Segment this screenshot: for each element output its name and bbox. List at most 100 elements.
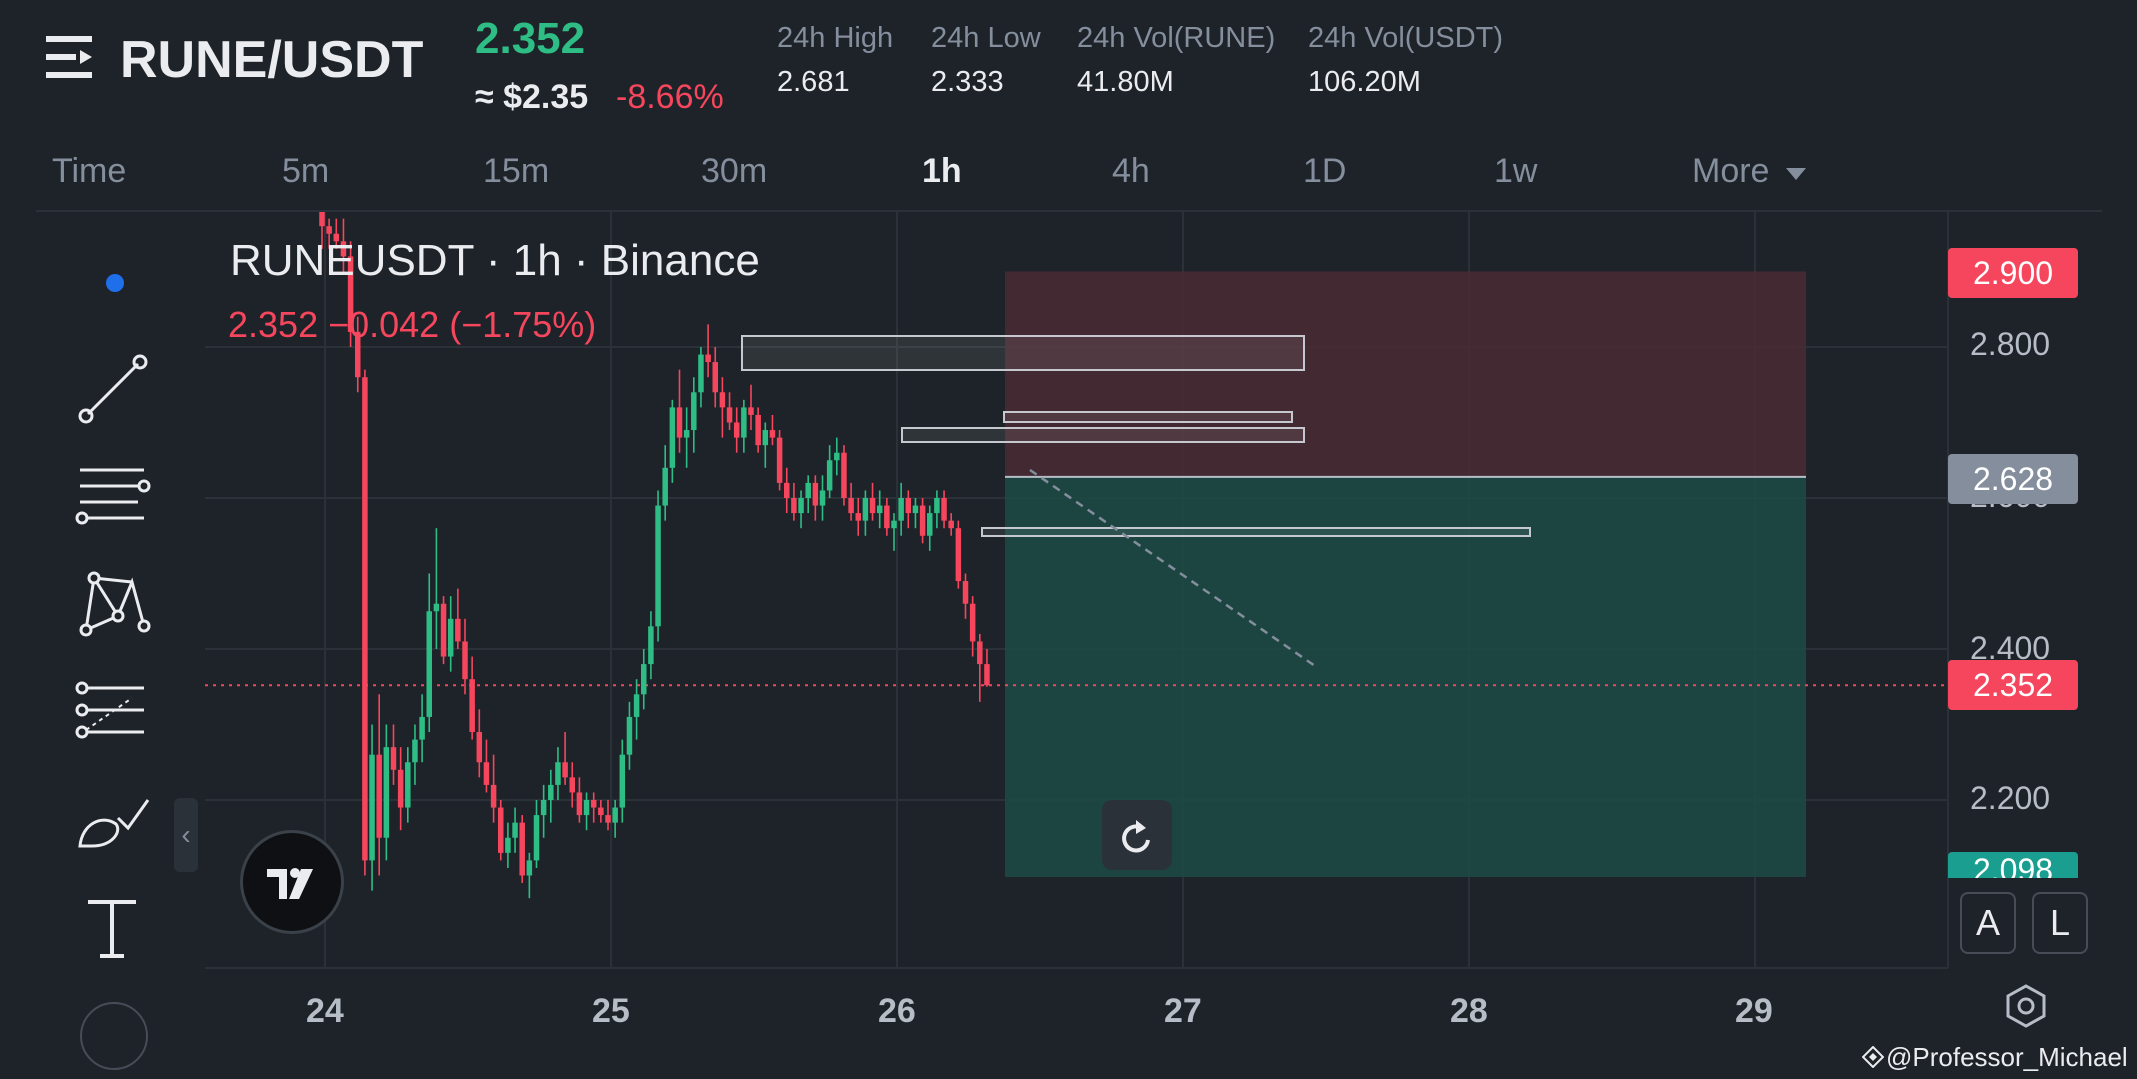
candle-body [748, 407, 754, 415]
candle-body [476, 732, 483, 763]
candle-body [984, 664, 990, 686]
candle-body [669, 407, 676, 468]
candle-body [683, 430, 690, 438]
interval-5m[interactable]: 5m [282, 152, 330, 190]
zone-rectangle [981, 527, 1531, 537]
date-axis-label: 27 [1164, 992, 1202, 1030]
pattern-icon[interactable] [72, 564, 152, 644]
candle-body [355, 331, 361, 378]
settings-icon[interactable] [2002, 982, 2050, 1030]
chevron-down-icon[interactable] [1786, 168, 1806, 180]
candle-body [662, 467, 668, 506]
candle-body [676, 407, 683, 438]
stat-label-24h-vol-rune: 24h Vol(RUNE) [1077, 22, 1276, 54]
zone-rectangle [901, 427, 1305, 443]
trading-pair-title[interactable]: RUNE/USDT [120, 31, 424, 89]
stat-value-24h-vol-usdt: 106.20M [1308, 66, 1421, 98]
candle-body [405, 762, 411, 808]
candle-body [655, 505, 661, 627]
candle-body [741, 407, 747, 438]
date-axis-label: 24 [306, 992, 344, 1030]
candle-body [347, 256, 354, 332]
brush-icon[interactable] [72, 784, 152, 864]
interval-more[interactable]: More [1692, 152, 1770, 190]
stop-loss-zone [1005, 271, 1806, 477]
candle-body [455, 618, 461, 642]
auto-scale-toggle[interactable]: A [1960, 892, 2016, 954]
candle-body [419, 716, 425, 740]
price-axis-label: 2.800 [1970, 326, 2051, 362]
candle-body [498, 807, 504, 853]
collapse-toolbar-button[interactable]: ‹ [174, 798, 198, 872]
interval-30m[interactable]: 30m [701, 152, 768, 190]
candle-body [326, 226, 332, 234]
chart-legend-values: 2.352 −0.042 (−1.75%) [228, 304, 597, 345]
candle-body [540, 800, 547, 816]
candle-body [519, 822, 525, 876]
stat-label-24h-low: 24h Low [931, 22, 1041, 54]
stat-value-24h-high: 2.681 [777, 66, 850, 98]
interval-4h[interactable]: 4h [1112, 152, 1150, 190]
candle-body [462, 641, 468, 680]
candle-body [855, 513, 861, 521]
candle-body [447, 618, 454, 657]
candle-body [912, 505, 919, 514]
trend-line-icon[interactable] [72, 348, 152, 428]
menu-icon[interactable] [44, 30, 100, 86]
tradingview-logo[interactable] [240, 830, 344, 934]
stop-loss-price-tag: 2.900 [1948, 248, 2078, 298]
candle-body [362, 377, 368, 861]
text-icon[interactable] [72, 890, 152, 970]
interval-1h[interactable]: 1h [922, 152, 962, 190]
entry-price-tag: 2.628 [1948, 454, 2078, 504]
reset-chart-button[interactable] [1102, 800, 1172, 870]
horizontal-lines-icon[interactable] [72, 456, 152, 536]
candle-body [576, 792, 583, 816]
date-axis-label: 25 [592, 992, 630, 1030]
candle-body [841, 452, 847, 498]
interval-1w[interactable]: 1w [1494, 152, 1538, 190]
candle-body [319, 211, 325, 227]
candle-body [512, 822, 518, 838]
price-axis-label: 2.200 [1970, 780, 2051, 816]
chart-legend-title: RUNEUSDT · 1h · Binance [230, 236, 760, 285]
candle-body [648, 626, 654, 665]
fib-icon[interactable] [72, 672, 152, 752]
stat-value-24h-low: 2.333 [931, 66, 1004, 98]
candle-body [633, 694, 640, 717]
candle-body [977, 641, 983, 665]
candle-body [333, 233, 340, 242]
candle-body [941, 498, 947, 521]
watermark: @Professor_Michael [1886, 1042, 2128, 1072]
candle-body [726, 407, 733, 423]
candle-body [569, 777, 575, 793]
candle-body [533, 815, 540, 861]
candle-body [784, 482, 790, 498]
candle-body [898, 498, 904, 521]
interval-time[interactable]: Time [52, 152, 127, 190]
divider [36, 210, 2102, 212]
candle-body [826, 460, 833, 491]
candle-body [834, 452, 840, 461]
binance-square-icon [1861, 1045, 1885, 1069]
candle-body [440, 603, 447, 657]
candle-body [733, 422, 740, 438]
candle-body [848, 498, 854, 514]
candle-body [805, 482, 811, 498]
log-scale-toggle[interactable]: L [2032, 892, 2088, 954]
candle-body [426, 611, 432, 717]
user-icon[interactable] [80, 1002, 148, 1070]
last-price: 2.352 [475, 14, 586, 63]
candle-body [369, 754, 375, 861]
zone-rectangle [1003, 411, 1293, 423]
interval-1d[interactable]: 1D [1303, 152, 1347, 190]
stat-value-24h-vol-rune: 41.80M [1077, 66, 1174, 98]
candle-body [884, 505, 890, 529]
candle-body [955, 528, 962, 582]
candle-body [562, 762, 568, 778]
candle-body [691, 392, 697, 431]
candle-body [590, 800, 597, 808]
interval-15m[interactable]: 15m [483, 152, 550, 190]
candle-body [469, 679, 475, 733]
